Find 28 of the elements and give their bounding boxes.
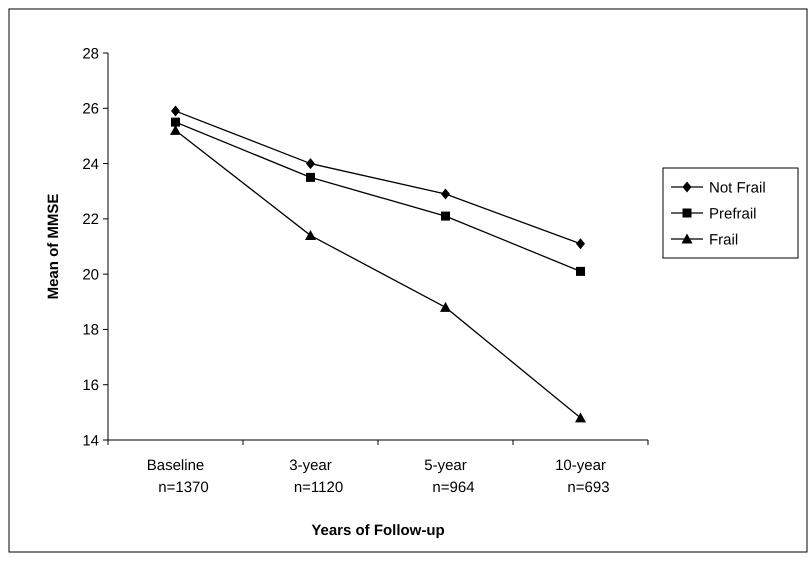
point [306,158,315,170]
point [441,212,450,221]
point [306,172,315,182]
y-tick-label: 16 [82,376,99,394]
point [576,238,585,250]
x-axis-title: Years of Follow-up [311,522,445,539]
point [441,188,450,200]
y-tick-label: 28 [82,45,99,62]
legend-label: Not Frail [709,179,766,196]
point [171,106,180,117]
legend-label: Prefrail [709,205,757,222]
y-tick-label: 26 [82,100,99,118]
y-tick-label: 24 [82,156,99,173]
legend-label: Frail [709,231,738,248]
y-tick-label: 14 [82,432,99,450]
point [576,266,585,276]
point [440,302,451,312]
point [575,412,586,422]
y-tick-label: 18 [82,322,99,339]
point [171,118,180,127]
x-tick-label: Baseline n=1370 [146,457,209,496]
point [305,230,316,240]
y-tick-label: 22 [82,211,99,228]
x-tick-label: 3-year n=1120 [289,457,344,496]
x-tick-label: 10-year n=693 [555,457,610,496]
y-axis-title: Mean of MMSE [45,194,62,300]
x-tick-label: 5-year n=964 [424,457,475,496]
y-tick-label: 20 [82,266,99,284]
